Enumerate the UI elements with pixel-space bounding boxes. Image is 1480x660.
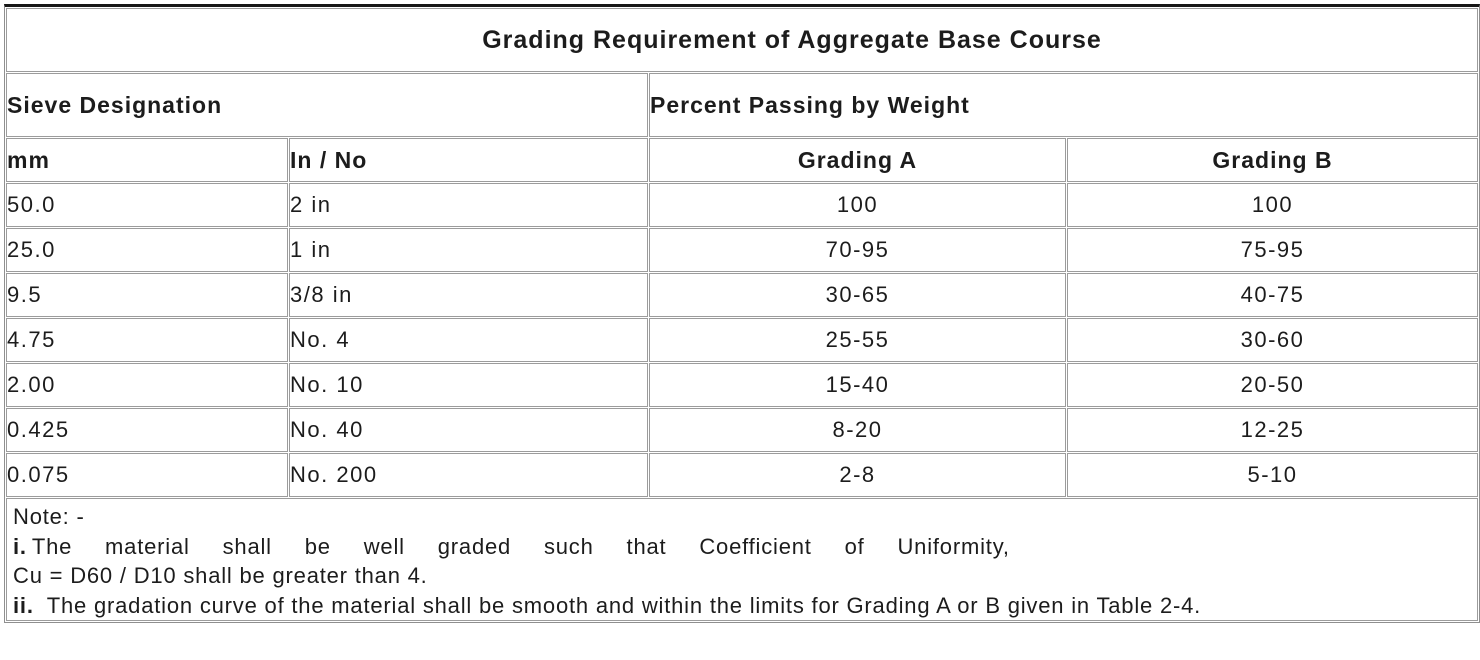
note-item-i-prefix: i.: [13, 533, 27, 559]
group-header-row: Sieve Designation Percent Passing by Wei…: [6, 73, 1479, 137]
table-row: 9.5 3/8 in 30-65 40-75: [6, 273, 1479, 317]
table-row: 50.0 2 in 100 100: [6, 183, 1479, 227]
table-row: 25.0 1 in 70-95 75-95: [6, 228, 1479, 272]
note-item-ii-prefix: ii.: [13, 592, 34, 618]
cell-mm: 2.00: [6, 363, 288, 407]
cell-mm: 9.5: [6, 273, 288, 317]
cell-mm: 50.0: [6, 183, 288, 227]
cell-in-no: No. 10: [289, 363, 648, 407]
column-header-grading-b: Grading B: [1067, 138, 1479, 182]
column-header-grading-a: Grading A: [649, 138, 1066, 182]
table-row: 0.075 No. 200 2-8 5-10: [6, 453, 1479, 497]
group-header-sieve-designation: Sieve Designation: [6, 73, 648, 137]
cell-mm: 4.75: [6, 318, 288, 362]
note-item-i-text: The material shall be well graded such t…: [31, 533, 1010, 559]
note-item-ii: ii. The gradation curve of the material s…: [13, 591, 1471, 621]
cell-in-no: 1 in: [289, 228, 648, 272]
table-row: 2.00 No. 10 15-40 20-50: [6, 363, 1479, 407]
grading-requirements-table: Grading Requirement of Aggregate Base Co…: [4, 4, 1480, 623]
note-row: Note: - i. The material shall be well gra…: [6, 498, 1479, 621]
cell-in-no: 2 in: [289, 183, 648, 227]
note-section: Note: - i. The material shall be well gra…: [6, 498, 1479, 621]
cell-grading-a: 30-65: [649, 273, 1066, 317]
cell-grading-b: 75-95: [1067, 228, 1479, 272]
cell-grading-a: 15-40: [649, 363, 1066, 407]
note-item-ii-text: The gradation curve of the material shal…: [46, 592, 1202, 618]
cell-grading-a: 70-95: [649, 228, 1066, 272]
table-row: 4.75 No. 4 25-55 30-60: [6, 318, 1479, 362]
cell-in-no: No. 200: [289, 453, 648, 497]
cell-mm: 0.075: [6, 453, 288, 497]
cell-grading-b: 12-25: [1067, 408, 1479, 452]
title-row: Grading Requirement of Aggregate Base Co…: [6, 8, 1479, 72]
cell-grading-b: 40-75: [1067, 273, 1479, 317]
note-item-i: i. The material shall be well graded such…: [13, 532, 1471, 562]
cell-grading-a: 2-8: [649, 453, 1066, 497]
note-item-i-continued: Cu = D60 / D10 shall be greater than 4.: [13, 563, 428, 588]
group-header-percent-passing: Percent Passing by Weight: [649, 73, 1479, 137]
cell-grading-a: 100: [649, 183, 1066, 227]
cell-mm: 25.0: [6, 228, 288, 272]
cell-in-no: No. 40: [289, 408, 648, 452]
cell-in-no: 3/8 in: [289, 273, 648, 317]
cell-mm: 0.425: [6, 408, 288, 452]
column-header-in-no: In / No: [289, 138, 648, 182]
cell-grading-b: 30-60: [1067, 318, 1479, 362]
cell-grading-b: 5-10: [1067, 453, 1479, 497]
cell-in-no: No. 4: [289, 318, 648, 362]
table-title: Grading Requirement of Aggregate Base Co…: [6, 8, 1479, 72]
column-header-mm: mm: [6, 138, 288, 182]
cell-grading-a: 25-55: [649, 318, 1066, 362]
cell-grading-a: 8-20: [649, 408, 1066, 452]
cell-grading-b: 100: [1067, 183, 1479, 227]
table-row: 0.425 No. 40 8-20 12-25: [6, 408, 1479, 452]
cell-grading-b: 20-50: [1067, 363, 1479, 407]
note-heading: Note: -: [13, 504, 85, 529]
column-header-row: mm In / No Grading A Grading B: [6, 138, 1479, 182]
